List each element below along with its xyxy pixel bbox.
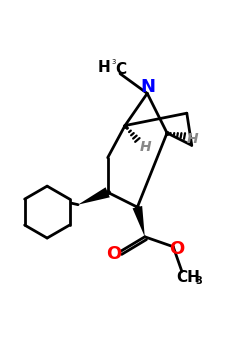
Text: O: O bbox=[169, 240, 184, 258]
Text: CH: CH bbox=[176, 270, 200, 285]
Text: O: O bbox=[106, 245, 122, 263]
Text: H: H bbox=[140, 140, 151, 154]
Polygon shape bbox=[78, 187, 110, 205]
Text: C: C bbox=[116, 62, 127, 77]
Text: H: H bbox=[98, 60, 111, 75]
Text: $_3$: $_3$ bbox=[111, 57, 116, 68]
Text: N: N bbox=[140, 78, 155, 96]
Text: H: H bbox=[187, 132, 199, 146]
Text: 3: 3 bbox=[195, 276, 202, 286]
Polygon shape bbox=[132, 206, 145, 237]
